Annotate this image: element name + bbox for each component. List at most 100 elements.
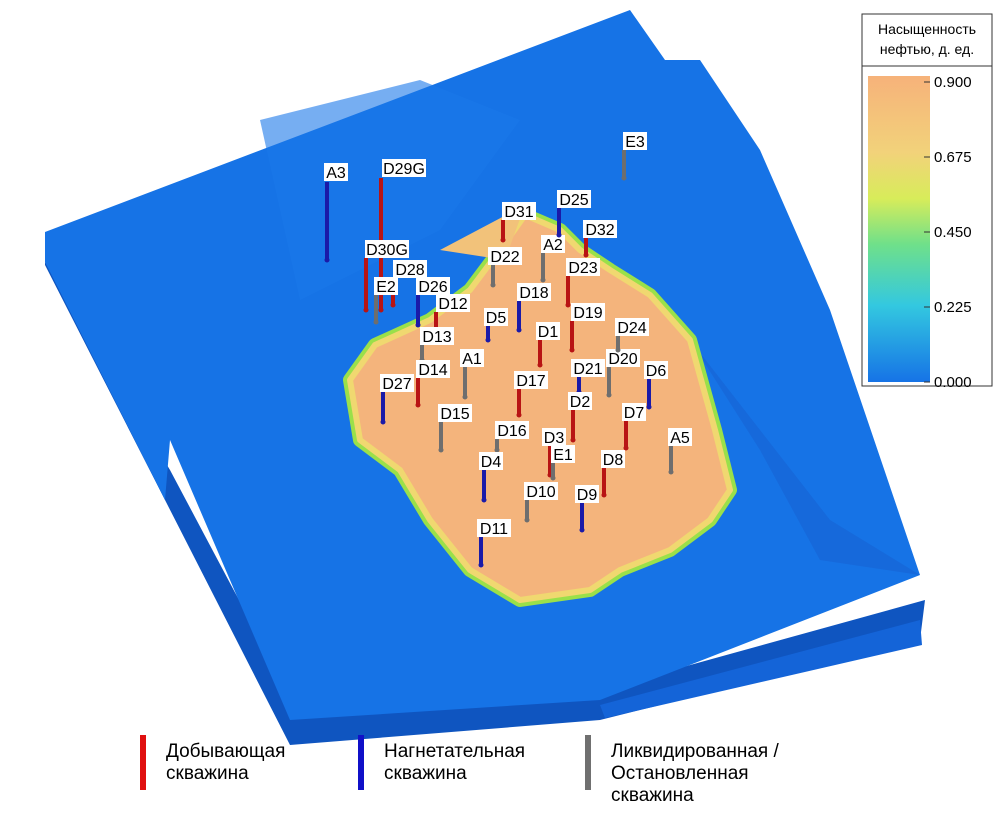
well-bottom (490, 282, 496, 288)
well-label-bg (374, 277, 398, 295)
well-label-bg (536, 322, 560, 340)
well-label-bg (393, 260, 427, 278)
well-bottom (601, 492, 607, 498)
legend-label: скважина (384, 763, 467, 784)
well-label: D14 (418, 362, 447, 379)
well-label-bg (615, 318, 649, 336)
well-label: D23 (568, 260, 597, 277)
well-label-bg (382, 159, 426, 177)
well: D15 (438, 404, 472, 453)
well-label: D1 (538, 324, 559, 341)
well: D20 (606, 349, 640, 398)
well-label: D28 (395, 262, 424, 279)
legend-swatch (140, 735, 146, 790)
well-bottom (579, 527, 585, 533)
well-label: D19 (573, 305, 602, 322)
legend-label: скважина (166, 763, 249, 784)
well-bottom (500, 237, 506, 243)
well-label: E2 (376, 279, 396, 296)
well-bottom (524, 517, 530, 523)
well-bottom (494, 447, 500, 453)
well: D26 (415, 277, 450, 328)
well: A2 (540, 235, 565, 283)
well-label-bg (601, 450, 625, 468)
well-label: D17 (516, 373, 545, 390)
well-label-bg (495, 421, 529, 439)
well-label: D30G (366, 242, 408, 259)
well: A1 (460, 349, 484, 400)
well: D2 (568, 392, 592, 443)
well-label-bg (479, 452, 503, 470)
well-label-bg (668, 428, 692, 446)
well-label-bg (568, 392, 592, 410)
well-label: D8 (603, 452, 624, 469)
legend-swatch (358, 735, 364, 790)
well: D8 (601, 450, 625, 498)
well: D21 (571, 359, 605, 395)
well-label-bg (380, 374, 414, 392)
well-label-bg (484, 308, 508, 326)
well: D32 (583, 220, 617, 258)
well-bottom (516, 412, 522, 418)
well-bottom (540, 277, 546, 283)
well-label: D12 (438, 296, 467, 313)
well-bottom (550, 475, 556, 481)
well-label-bg (438, 404, 472, 422)
well-bottom (570, 437, 576, 443)
colorbar-tick-label: 0.000 (934, 374, 972, 391)
well-label-bg (557, 190, 591, 208)
well-label: D3 (544, 430, 565, 447)
well: D6 (644, 361, 668, 410)
colorbar: Насыщенность нефтью, д. ед. 0.900 0.675 0.… (861, 13, 993, 391)
well: D1 (536, 322, 560, 368)
well: D5 (484, 308, 508, 343)
legend-label: Ликвидированная / (611, 741, 780, 762)
well: E2 (373, 277, 398, 325)
legend-swatch (585, 735, 591, 790)
well: D31 (500, 202, 536, 243)
well-label-bg (416, 360, 450, 378)
well-label-bg (571, 303, 605, 321)
well-label-bg (575, 485, 599, 503)
well: D12 (433, 294, 470, 333)
well-label: D9 (577, 487, 598, 504)
well-bottom (363, 307, 369, 313)
well-bottom (646, 404, 652, 410)
well-label-bg (324, 163, 348, 181)
well-label: E1 (553, 447, 573, 464)
well: E3 (621, 132, 647, 181)
well-bottom (615, 347, 621, 353)
colorbar-tick-label: 0.450 (934, 224, 972, 241)
well-label: D6 (646, 363, 667, 380)
well: D23 (565, 258, 600, 308)
well-label-bg (517, 283, 551, 301)
well-label: D10 (526, 484, 555, 501)
well-label: E3 (625, 134, 645, 151)
well-bottom (380, 419, 386, 425)
well-label-bg (477, 519, 511, 537)
well-label: D4 (481, 454, 502, 471)
well: D16 (494, 421, 529, 453)
well-label: D2 (570, 394, 591, 411)
well-label-bg (365, 240, 409, 258)
well-bottom (623, 445, 629, 451)
well-label-bg (571, 359, 605, 377)
well-label: D24 (617, 320, 646, 337)
well-bottom (438, 447, 444, 453)
well-label-bg (524, 482, 558, 500)
well-label: D22 (490, 249, 519, 266)
well: D10 (524, 482, 558, 523)
well-bottom (485, 337, 491, 343)
well-bottom (565, 302, 571, 308)
well-label-bg (566, 258, 600, 276)
well-bottom (516, 327, 522, 333)
colorbar-tick-label: 0.900 (934, 74, 972, 91)
well-label: A5 (670, 430, 690, 447)
well-label-bg (502, 202, 536, 220)
well-label-bg (416, 277, 450, 295)
well-label-bg (488, 247, 522, 265)
well-bottom (415, 402, 421, 408)
well-label: D18 (519, 285, 548, 302)
well: D27 (380, 374, 414, 425)
